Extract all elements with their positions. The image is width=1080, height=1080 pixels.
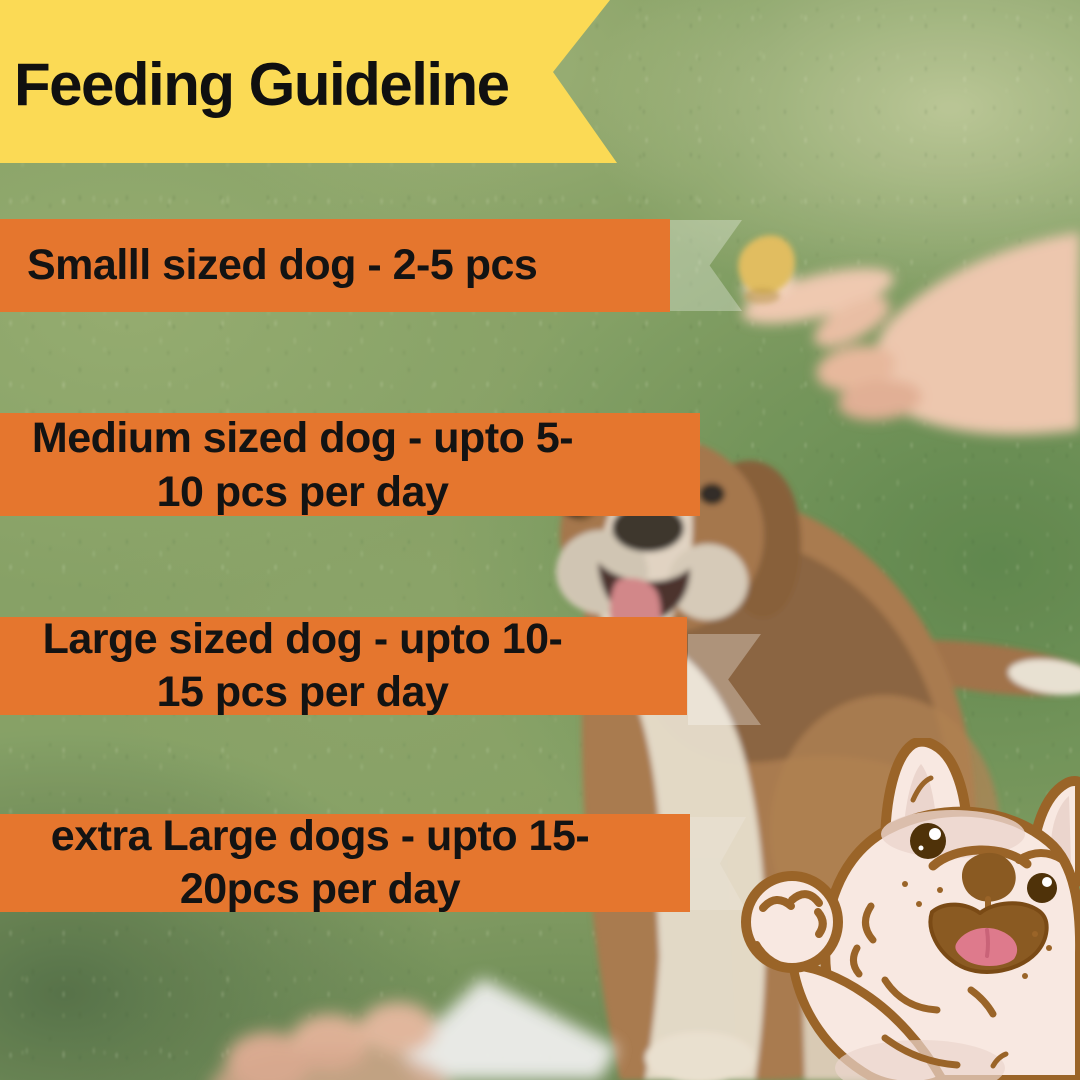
cartoon-bulldog-sticker bbox=[741, 738, 1080, 1080]
banner-small-dog: Smalll sized dog - 2-5 pcs bbox=[0, 219, 670, 312]
banner-large-dog-text-line1: Large sized dog - upto 10- bbox=[42, 615, 563, 663]
banner-extra-large-dog-text-line1: extra Large dogs - upto 15- bbox=[50, 812, 590, 860]
banner-extra-large-dog-text-line2: 20pcs per day bbox=[179, 865, 461, 913]
banner-large-dog-text-line2: 15 pcs per day bbox=[156, 668, 449, 716]
banner-medium-dog-text-line1: Medium sized dog - upto 5- bbox=[31, 413, 574, 462]
page-title: Feeding Guideline bbox=[14, 50, 510, 118]
banner-small-dog-text: Smalll sized dog - 2-5 pcs bbox=[27, 241, 538, 289]
treat-photo bbox=[738, 235, 795, 304]
hand-offering-treat-photo bbox=[742, 232, 1080, 435]
banner-extra-large-dog: extra Large dogs - upto 15- 20pcs per da… bbox=[0, 812, 690, 913]
banner-medium-dog: Medium sized dog - upto 5- 10 pcs per da… bbox=[0, 413, 700, 516]
banner-large-dog: Large sized dog - upto 10- 15 pcs per da… bbox=[0, 615, 687, 716]
banner-medium-dog-text-line2: 10 pcs per day bbox=[156, 467, 449, 516]
header-ribbon: Feeding Guideline bbox=[0, 0, 617, 163]
blurred-hand-with-phone-photo bbox=[212, 978, 618, 1080]
